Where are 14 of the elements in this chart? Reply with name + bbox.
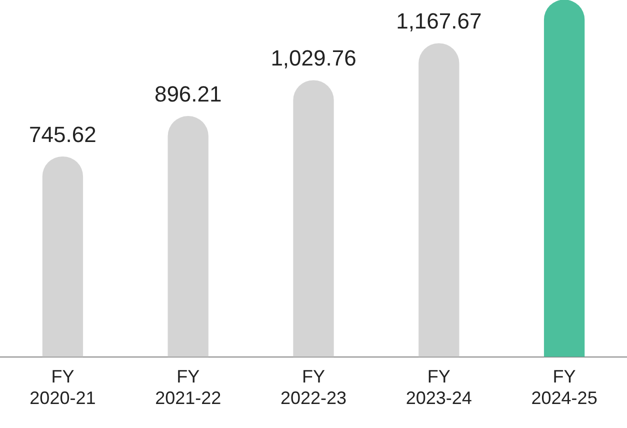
bar — [293, 80, 334, 357]
bar — [168, 116, 208, 357]
bar — [418, 43, 460, 357]
x-tick-label: FY 2023-24 — [406, 366, 472, 408]
x-tick-label: FY 2021-22 — [155, 366, 222, 408]
data-label: 896.21 — [154, 81, 222, 106]
x-tick-label: FY 2020-21 — [30, 366, 96, 408]
x-tick-label: FY 2024-25 — [531, 366, 598, 408]
x-tick-label: FY 2022-23 — [280, 366, 347, 408]
bar — [544, 0, 585, 357]
data-label: 745.62 — [29, 122, 96, 147]
data-label: 1,029.76 — [270, 46, 356, 71]
data-label: 1,167.67 — [396, 8, 482, 34]
bar — [42, 156, 84, 357]
